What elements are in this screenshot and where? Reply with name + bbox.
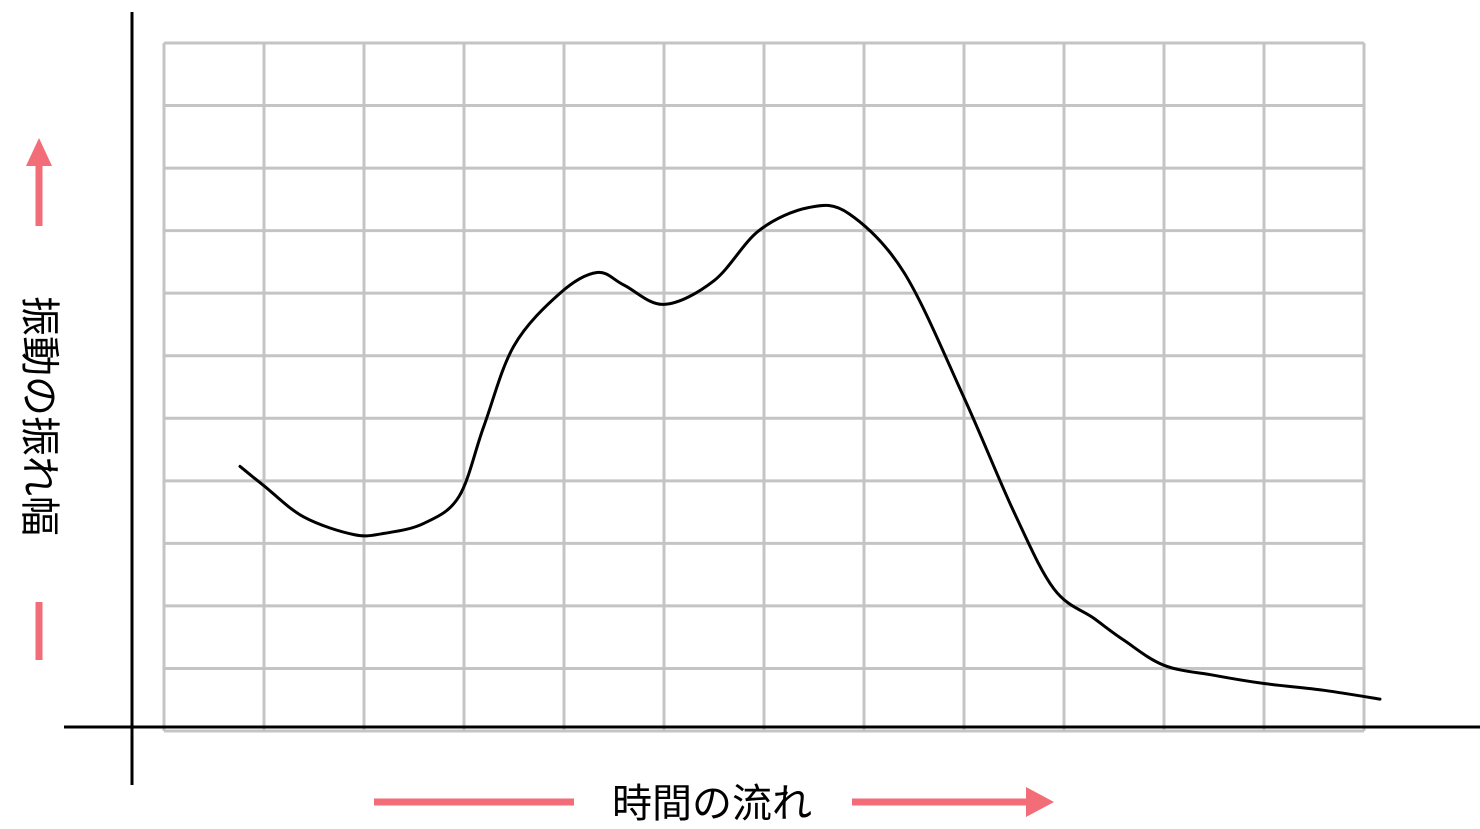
y-axis-label: 振動の振れ幅 bbox=[16, 296, 62, 536]
grid bbox=[162, 41, 1366, 733]
x-axis-label-group: 時間の流れ bbox=[374, 781, 1054, 827]
y-axis-label-group: 振動の振れ幅 bbox=[16, 138, 62, 660]
series-line bbox=[238, 203, 1382, 701]
x-arrow-head bbox=[1026, 787, 1054, 817]
y-arrow-head bbox=[26, 138, 52, 166]
x-axis-label: 時間の流れ bbox=[612, 781, 812, 827]
